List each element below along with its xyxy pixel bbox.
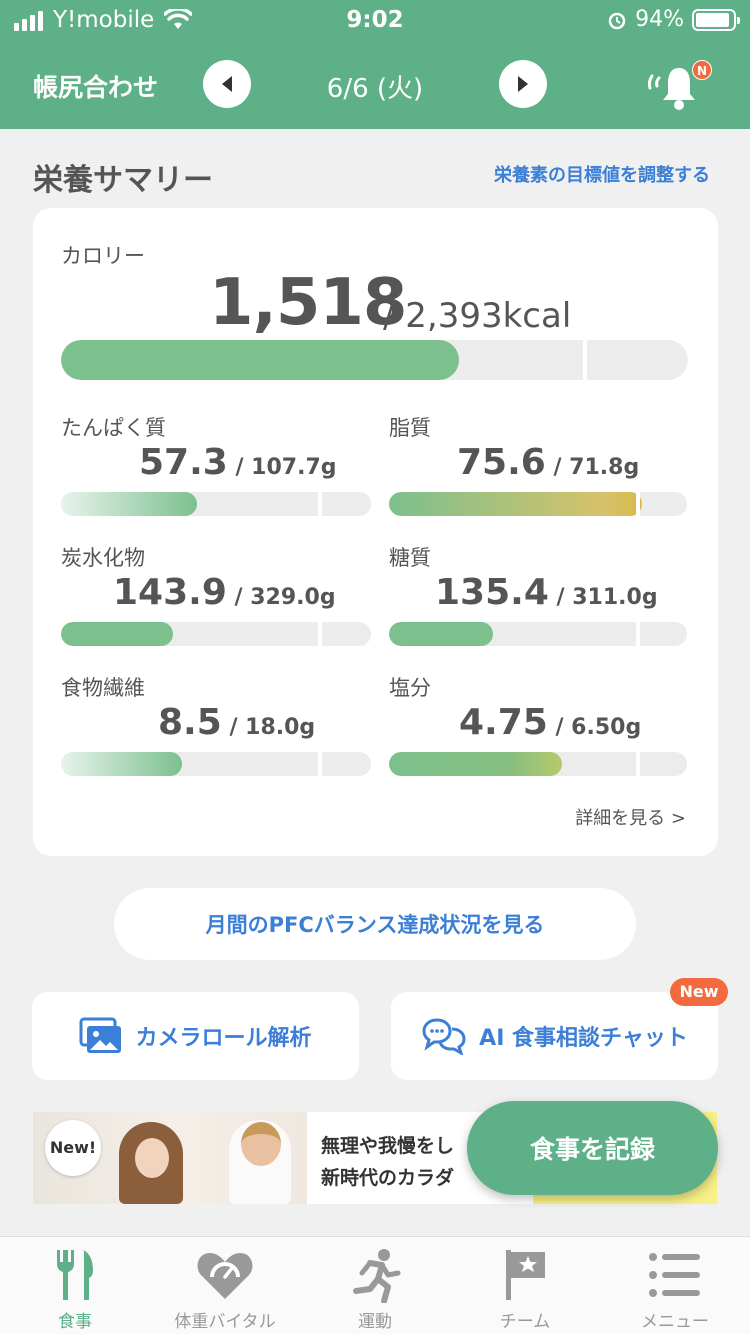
new-badge: New [670, 978, 728, 1006]
record-meal-button[interactable]: 食事を記録 [467, 1101, 718, 1195]
view-details-link[interactable]: 詳細を見る > [575, 808, 686, 829]
tab-label: チーム [499, 1312, 551, 1332]
current-date: 6/6 (火) [326, 74, 424, 104]
signal-icon [14, 9, 43, 31]
app-header: 帳尻合わせ 6/6 (火) N [0, 40, 750, 129]
nutrient-label: たんぱく質 [61, 416, 166, 440]
nutrient-protein: たんぱく質 57.3 / 107.7g [61, 412, 371, 518]
nutrient-label: 糖質 [389, 546, 431, 570]
menu-list-icon [649, 1253, 700, 1297]
calorie-progress-bar [61, 340, 688, 380]
nutrient-progress-bar [389, 492, 687, 516]
nutrient-fiber: 食物繊維 8.5 / 18.0g [61, 672, 371, 778]
nutrient-salt: 塩分 4.75 / 6.50g [389, 672, 689, 778]
tab-label: 食事 [58, 1312, 92, 1332]
heart-scale-icon [197, 1253, 253, 1299]
battery-icon [692, 8, 740, 31]
notification-badge: N [692, 60, 712, 80]
nutrient-progress-bar [389, 752, 687, 776]
nutrient-sugar: 糖質 135.4 / 311.0g [389, 542, 689, 648]
nutrient-label: 塩分 [389, 676, 431, 700]
triangle-right-icon [518, 76, 528, 92]
ai-chat-label: AI 食事相談チャット [479, 1026, 688, 1051]
tab-label: メニュー [641, 1312, 709, 1332]
pfc-balance-button[interactable]: 月間のPFCバランス達成状況を見る [114, 888, 636, 960]
adjust-targets-link[interactable]: 栄養素の目標値を調整する [494, 165, 710, 186]
nutrition-summary-card: カロリー 1,518 / 2,393kcal たんぱく質 57.3 / 107.… [33, 208, 718, 856]
nutrient-fat: 脂質 75.6 / 71.8g [389, 412, 689, 518]
camera-roll-analysis-button[interactable]: カメラロール解析 [32, 992, 359, 1080]
nutrient-value: 143.9 / 329.0g [113, 572, 336, 613]
nutrient-progress-bar [61, 752, 371, 776]
nutrient-progress-bar [61, 492, 371, 516]
tab-team[interactable]: チーム [450, 1237, 600, 1334]
bottom-tab-bar: 食事 体重バイタル 運動 [0, 1236, 750, 1334]
clock: 9:02 [346, 7, 404, 33]
nutrient-label: 食物繊維 [61, 676, 145, 700]
nutrient-value: 8.5 / 18.0g [158, 702, 316, 743]
nutrient-label: 脂質 [389, 416, 431, 440]
page-title: 帳尻合わせ [33, 73, 159, 102]
fork-knife-icon [57, 1250, 93, 1300]
nutrient-progress-bar [389, 622, 687, 646]
notification-button[interactable]: N [644, 58, 712, 114]
nutrient-value: 4.75 / 6.50g [459, 702, 642, 743]
nutrient-value: 75.6 / 71.8g [457, 442, 640, 483]
carrier-name: Y!mobile [53, 7, 155, 33]
triangle-left-icon [222, 76, 232, 92]
status-bar: Y!mobile 9:02 94% [0, 0, 750, 40]
nutrient-value: 135.4 / 311.0g [435, 572, 658, 613]
alarm-icon [608, 12, 626, 29]
tab-meal[interactable]: 食事 [0, 1237, 150, 1334]
banner-photo: New! [33, 1112, 307, 1204]
wifi-icon [164, 9, 193, 29]
calorie-label: カロリー [61, 244, 145, 268]
banner-text: 無理や我慢をし 新時代のカラダ [321, 1135, 455, 1189]
running-icon [353, 1249, 401, 1303]
bell-icon [647, 68, 695, 110]
ai-chat-button[interactable]: AI 食事相談チャット [391, 992, 718, 1080]
nutrient-carbohydrate: 炭水化物 143.9 / 329.0g [61, 542, 371, 648]
tab-exercise[interactable]: 運動 [300, 1237, 450, 1334]
battery-percent: 94% [635, 7, 684, 32]
tab-label: 運動 [358, 1312, 392, 1332]
flag-star-icon [506, 1250, 545, 1300]
calorie-progress-fill [61, 340, 459, 380]
camera-roll-label: カメラロール解析 [135, 1026, 312, 1051]
chat-bubbles-icon [422, 1018, 466, 1055]
tab-menu[interactable]: メニュー [600, 1237, 750, 1334]
tab-label: 体重バイタル [174, 1312, 276, 1332]
next-day-button[interactable] [499, 60, 547, 108]
calorie-goal: / 2,393kcal [383, 296, 572, 336]
previous-day-button[interactable] [203, 60, 251, 108]
nutrient-label: 炭水化物 [61, 546, 145, 570]
nutrient-progress-bar [61, 622, 371, 646]
calorie-value: 1,518 [209, 266, 407, 340]
section-title: 栄養サマリー [33, 163, 213, 198]
tab-weight-vital[interactable]: 体重バイタル [150, 1237, 300, 1334]
banner-new-badge: New! [45, 1120, 101, 1176]
photo-gallery-icon [79, 1017, 122, 1053]
nutrient-value: 57.3 / 107.7g [139, 442, 337, 483]
